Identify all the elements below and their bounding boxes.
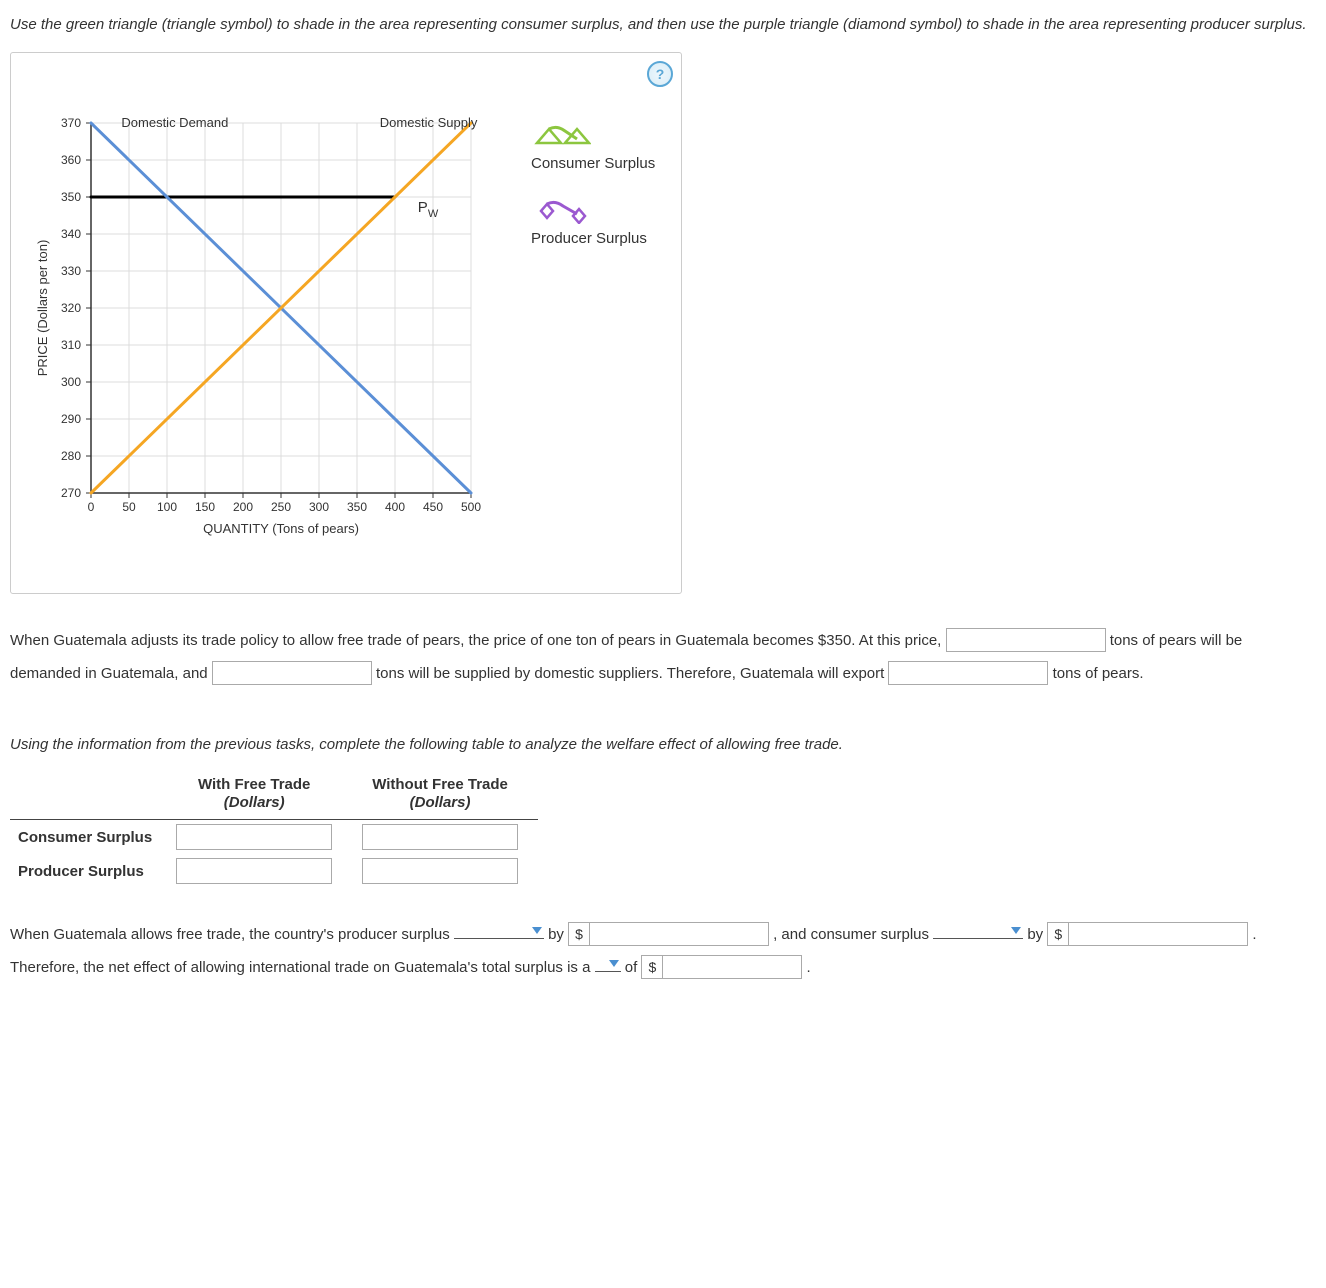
supplied-input[interactable] bbox=[212, 661, 372, 685]
svg-text:450: 450 bbox=[423, 500, 443, 514]
svg-text:150: 150 bbox=[195, 500, 215, 514]
consumer-direction-dropdown[interactable] bbox=[933, 920, 1023, 939]
svg-text:400: 400 bbox=[385, 500, 405, 514]
svg-text:200: 200 bbox=[233, 500, 253, 514]
svg-text:280: 280 bbox=[61, 449, 81, 463]
svg-text:PRICE (Dollars per ton): PRICE (Dollars per ton) bbox=[35, 240, 50, 377]
svg-text:350: 350 bbox=[61, 190, 81, 204]
row-header: Consumer Surplus bbox=[10, 820, 166, 855]
legend-producer-surplus[interactable]: Producer Surplus bbox=[531, 198, 655, 247]
producer-amount-input[interactable] bbox=[589, 922, 769, 946]
svg-text:Domestic Demand: Domestic Demand bbox=[121, 115, 228, 130]
text: tons of pears. bbox=[1053, 665, 1144, 682]
producer-direction-dropdown[interactable] bbox=[454, 920, 544, 939]
svg-text:350: 350 bbox=[347, 500, 367, 514]
cs-with-input[interactable] bbox=[176, 824, 332, 850]
svg-text:500: 500 bbox=[461, 500, 481, 514]
svg-text:QUANTITY (Tons of pears): QUANTITY (Tons of pears) bbox=[203, 521, 359, 536]
text: . bbox=[806, 959, 810, 976]
instruction-text: Use the green triangle (triangle symbol)… bbox=[10, 10, 1316, 40]
svg-text:330: 330 bbox=[61, 264, 81, 278]
svg-text:360: 360 bbox=[61, 153, 81, 167]
ps-with-input[interactable] bbox=[176, 858, 332, 884]
fill-paragraph-2: When Guatemala allows free trade, the co… bbox=[10, 918, 1316, 984]
svg-text:320: 320 bbox=[61, 301, 81, 315]
fill-paragraph-1: When Guatemala adjusts its trade policy … bbox=[10, 624, 1316, 690]
col-unit: (Dollars) bbox=[166, 793, 342, 820]
svg-text:290: 290 bbox=[61, 412, 81, 426]
ps-without-input[interactable] bbox=[362, 858, 518, 884]
text: by bbox=[548, 926, 564, 943]
svg-text:100: 100 bbox=[157, 500, 177, 514]
svg-text:300: 300 bbox=[61, 375, 81, 389]
consumer-amount-input[interactable] bbox=[1068, 922, 1248, 946]
text: When Guatemala allows free trade, the co… bbox=[10, 926, 450, 943]
dollar-sign: $ bbox=[568, 922, 589, 946]
svg-text:Domestic Supply: Domestic Supply bbox=[380, 115, 478, 130]
welfare-table: With Free Trade Without Free Trade (Doll… bbox=[10, 772, 538, 888]
dollar-sign: $ bbox=[641, 955, 662, 979]
text: tons will be supplied by domestic suppli… bbox=[376, 665, 884, 682]
text: of bbox=[625, 959, 638, 976]
net-direction-dropdown[interactable] bbox=[595, 953, 621, 972]
svg-text:0: 0 bbox=[88, 500, 95, 514]
dollar-sign: $ bbox=[1047, 922, 1068, 946]
net-amount-input[interactable] bbox=[662, 955, 802, 979]
legend-consumer-surplus[interactable]: Consumer Surplus bbox=[531, 123, 655, 172]
svg-text:340: 340 bbox=[61, 227, 81, 241]
col-unit: (Dollars) bbox=[342, 793, 538, 820]
chart-legend: Consumer Surplus Producer Surplus bbox=[531, 123, 655, 273]
text: by bbox=[1027, 926, 1043, 943]
svg-text:300: 300 bbox=[309, 500, 329, 514]
col-header: With Free Trade bbox=[166, 772, 342, 793]
text: , and consumer surplus bbox=[773, 926, 929, 943]
svg-text:250: 250 bbox=[271, 500, 291, 514]
export-input[interactable] bbox=[888, 661, 1048, 685]
row-header: Producer Surplus bbox=[10, 854, 166, 888]
legend-label: Consumer Surplus bbox=[531, 155, 655, 172]
col-header: Without Free Trade bbox=[342, 772, 538, 793]
triangle-icon bbox=[531, 123, 591, 149]
svg-text:270: 270 bbox=[61, 486, 81, 500]
text: When Guatemala adjusts its trade policy … bbox=[10, 632, 941, 649]
svg-text:370: 370 bbox=[61, 116, 81, 130]
help-icon[interactable]: ? bbox=[647, 61, 673, 87]
legend-label: Producer Surplus bbox=[531, 230, 655, 247]
supply-demand-chart[interactable]: 0 50 100 150 200 250 300 350 400 450 500 270 280 290 3… bbox=[31, 93, 501, 573]
demanded-input[interactable] bbox=[946, 628, 1106, 652]
svg-text:PW: PW bbox=[418, 199, 439, 220]
svg-text:310: 310 bbox=[61, 338, 81, 352]
table-intro: Using the information from the previous … bbox=[10, 730, 1316, 760]
diamond-icon bbox=[531, 198, 591, 224]
cs-without-input[interactable] bbox=[362, 824, 518, 850]
chart-panel: ? 0 50 100 150 200 250 300 350 400 450 500 270 280 29… bbox=[10, 52, 682, 594]
svg-text:50: 50 bbox=[122, 500, 136, 514]
